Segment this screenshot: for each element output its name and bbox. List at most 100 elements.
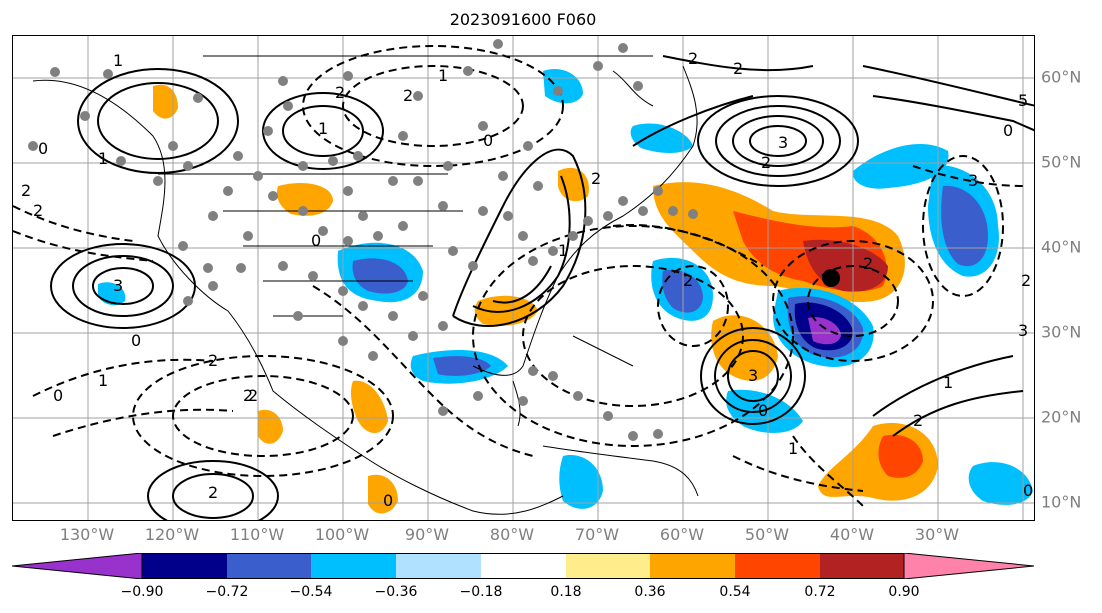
contour-label: 2 — [688, 49, 698, 68]
map-title: 2023091600 F060 — [449, 10, 597, 29]
lat-label: 50°N — [1041, 152, 1082, 172]
contour-label: 0 — [483, 131, 493, 150]
lat-label: 30°N — [1041, 322, 1082, 342]
contour-label: 0 — [1003, 121, 1013, 140]
cold-anomaly-caribbean — [559, 455, 603, 509]
colorbar-segment — [227, 553, 311, 579]
colorbar — [12, 553, 1035, 579]
contour-label: 3 — [968, 171, 978, 190]
colorbar-extend-high — [903, 553, 1035, 579]
colorbar-segment — [735, 553, 820, 579]
contour-label: 0 — [383, 491, 393, 510]
lon-label: 110°W — [229, 525, 285, 544]
colorbar-segment — [142, 553, 227, 579]
contour-label: 2 — [403, 86, 413, 105]
colorbar-tick: 0.72 — [804, 584, 836, 600]
contour-label: 2 — [335, 83, 345, 102]
colorbar-tick: −0.90 — [120, 584, 164, 600]
lon-label: 120°W — [144, 525, 200, 544]
colorbar-tick: −0.36 — [374, 584, 418, 600]
contour-label: 2 — [33, 201, 43, 220]
colorbar-segment — [820, 553, 904, 579]
contour-label: 2 — [733, 59, 743, 78]
station-markers — [28, 39, 698, 441]
colorbar-segment — [311, 553, 396, 579]
cold-anomaly-gulf-core — [433, 356, 491, 376]
contour-label: 2 — [248, 386, 258, 405]
lon-label: 80°W — [489, 525, 535, 544]
warm-anomaly-mexico — [350, 380, 388, 434]
contour-label: 2 — [243, 386, 253, 405]
contour-labels: 1 2 1 0 2 1 2 0 3 2 3 2 3 2 0 5 2 0 3 2 … — [21, 49, 1033, 510]
colorbar-tick: 0.90 — [888, 584, 920, 600]
colorbar-tick: −0.72 — [205, 584, 249, 600]
colorbar-tick: 0.54 — [719, 584, 751, 600]
colorbar-extend-low — [12, 553, 143, 579]
contour-label: 3 — [113, 276, 123, 295]
warm-anomaly-subtropic — [711, 315, 778, 381]
contour-label: 2 — [208, 483, 218, 502]
contour-label: 1 — [98, 149, 108, 168]
contour-label: 2 — [21, 181, 31, 200]
colorbar-tick: −0.18 — [459, 584, 503, 600]
contour-label: 2 — [683, 271, 693, 290]
contour-label: 0 — [53, 386, 63, 405]
contour-label: 1 — [438, 66, 448, 85]
contour-label: 1 — [558, 241, 568, 260]
colorbar-segment — [650, 553, 735, 579]
lon-label: 130°W — [59, 525, 115, 544]
cold-anomaly-labrador — [630, 123, 693, 153]
contour-label: 0 — [311, 231, 321, 250]
contour-label: 2 — [863, 254, 873, 273]
warm-anomaly-plains — [276, 182, 333, 216]
lat-label: 60°N — [1041, 67, 1082, 87]
lat-label: 10°N — [1041, 492, 1082, 512]
lat-label: 20°N — [1041, 407, 1082, 427]
colorbar-segment — [566, 553, 650, 579]
map-panel: 1 2 1 0 2 1 2 0 3 2 3 2 3 2 0 5 2 0 3 2 … — [12, 35, 1035, 521]
dashed-contours — [13, 45, 1024, 507]
cold-anomaly-ne — [852, 143, 949, 189]
lon-label: 60°W — [659, 525, 705, 544]
contour-label: 2 — [1021, 271, 1031, 290]
contour-label: 2 — [761, 153, 771, 172]
lon-label: 70°W — [574, 525, 620, 544]
cold-anomaly-far-east — [968, 462, 1033, 505]
colorbar-tick: 0.36 — [634, 584, 666, 600]
storm-center-marker — [822, 269, 840, 287]
lon-label: 100°W — [314, 525, 370, 544]
lon-label: 90°W — [404, 525, 450, 544]
colorbar-tick: 0.18 — [550, 584, 582, 600]
colorbar-segment — [481, 553, 566, 579]
contour-label: 0 — [1023, 481, 1033, 500]
lon-label: 40°W — [829, 525, 875, 544]
contour-label: 2 — [208, 351, 218, 370]
colorbar-tick: −0.54 — [289, 584, 333, 600]
cold-anomaly-hudson — [543, 68, 583, 104]
cold-anomaly-us-core — [352, 258, 408, 294]
warm-anomaly-south-pacific — [368, 474, 398, 514]
lat-label: 40°N — [1041, 237, 1082, 257]
contour-label: 1 — [788, 439, 798, 458]
contour-label: 2 — [913, 411, 923, 430]
contour-label: 0 — [38, 139, 48, 158]
contour-label: 1 — [318, 119, 328, 138]
contour-label: 3 — [1018, 321, 1028, 340]
contour-label: 2 — [591, 169, 601, 188]
shaded-fields — [98, 68, 1033, 514]
contour-label: 0 — [131, 331, 141, 350]
warm-anomaly-pacific — [258, 409, 283, 444]
warm-anomaly-alaska — [153, 84, 178, 119]
contour-label: 0 — [758, 401, 768, 420]
lon-label: 30°W — [914, 525, 960, 544]
contour-label: 3 — [748, 366, 758, 385]
cold-anomaly-east-core — [941, 185, 988, 267]
warm-anomaly-south-core — [878, 434, 923, 478]
contour-label: 5 — [1018, 91, 1028, 110]
map-canvas: 1 2 1 0 2 1 2 0 3 2 3 2 3 2 0 5 2 0 3 2 … — [13, 36, 1034, 520]
contour-label: 1 — [943, 373, 953, 392]
contour-label: 1 — [98, 371, 108, 390]
contour-label: 1 — [113, 51, 123, 70]
solid-contours — [50, 55, 1034, 520]
coastlines — [32, 55, 699, 515]
